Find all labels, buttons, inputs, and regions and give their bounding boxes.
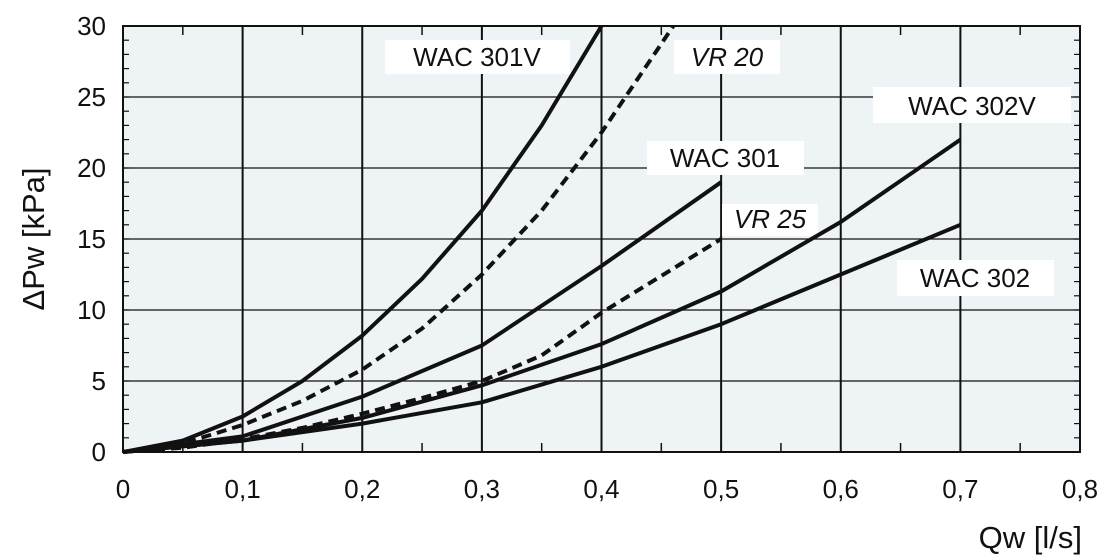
mask-wac-301v (385, 40, 570, 74)
mask-wac-302v (873, 87, 1071, 123)
x-tick-label: 0,4 (583, 474, 619, 504)
series-line-wac-301 (122, 180, 723, 454)
mask-wac-301 (647, 141, 804, 175)
y-axis-title: ΔPw [kPa] (16, 167, 51, 310)
y-tick-label: 25 (77, 82, 106, 112)
y-tick-label: 20 (77, 153, 106, 183)
series-label-wac-302v: WAC 302V (908, 91, 1036, 121)
series-line-wac-301v (122, 24, 604, 454)
series-label-vr-25: VR 25 (734, 204, 807, 234)
series-line-vr-20 (122, 24, 675, 454)
plot-frame (122, 25, 1081, 453)
x-tick-labels: 0 0,1 0,2 0,3 0,4 0,5 0,6 0,7 0,8 (116, 474, 1098, 504)
series-labels: WAC 301V VR 20 WAC 301 VR 25 WAC 302V WA… (413, 42, 1036, 293)
mask-wac-302 (897, 260, 1054, 296)
mask-vr-25 (722, 204, 818, 236)
y-tick-label: 15 (77, 224, 106, 254)
series-label-vr-20: VR 20 (691, 42, 764, 72)
x-tick-label: 0,3 (464, 474, 500, 504)
x-tick-label: 0 (116, 474, 130, 504)
x-tick-label: 0,2 (344, 474, 380, 504)
series-label-wac-301: WAC 301 (670, 143, 780, 173)
y-tick-labels: 0 5 10 15 20 25 30 (77, 11, 106, 467)
series-line-wac-302 (122, 222, 962, 454)
x-tick-label: 0,6 (823, 474, 859, 504)
y-tick-label: 0 (92, 437, 106, 467)
y-tick-label: 10 (77, 295, 106, 325)
mask-vr-20 (674, 40, 780, 74)
x-tick-label: 0,7 (942, 474, 978, 504)
series-label-wac-302: WAC 302 (920, 263, 1030, 293)
x-tick-label: 0,1 (225, 474, 261, 504)
label-masks (385, 40, 1071, 296)
x-tick-label: 0,8 (1062, 474, 1098, 504)
series-label-wac-301v: WAC 301V (413, 42, 541, 72)
x-axis-title: Qw [l/s] (979, 520, 1082, 555)
y-tick-label: 5 (92, 366, 106, 396)
x-tick-label: 0,5 (703, 474, 739, 504)
series-lines (122, 24, 962, 454)
y-tick-label: 30 (77, 11, 106, 41)
